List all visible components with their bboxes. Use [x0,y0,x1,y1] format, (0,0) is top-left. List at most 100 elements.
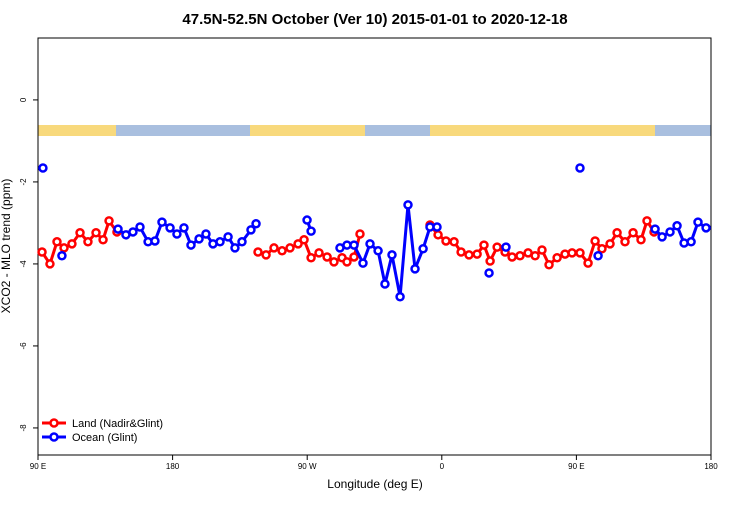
data-point [612,228,622,238]
data-point [449,237,459,247]
data-point [269,243,279,253]
land-mask-strip [38,125,711,136]
chart-title: 47.5N-52.5N October (Ver 10) 2015-01-01 … [182,11,567,28]
x-tick-label: 180 [166,462,180,471]
data-point [418,244,428,254]
data-point [642,216,652,226]
data-point [349,240,359,250]
data-point [365,239,375,249]
series-line [117,204,707,298]
data-point [575,248,585,258]
data-point [179,223,189,233]
data-point [628,228,638,238]
data-point [650,224,660,234]
data-point [552,253,562,263]
y-tick-label: 0 [19,97,28,102]
data-point [484,268,494,278]
data-point [701,223,711,233]
data-point [355,229,365,239]
data-point [38,163,48,173]
data-point [37,247,47,257]
data-point [135,222,145,232]
data-point [172,229,182,239]
data-point [215,237,225,247]
legend-label: Ocean (Glint) [72,432,137,444]
data-point [597,244,607,254]
legend-marker [49,432,59,442]
y-axis-label: XCO2 - MLO trend (ppm) [0,179,13,314]
data-point [686,237,696,247]
data-point [657,232,667,242]
data-point [433,230,443,240]
data-point [349,252,359,262]
data-point [277,246,287,256]
data-point [150,236,160,246]
data-point [441,236,451,246]
data-point [306,253,316,263]
data-point [501,242,511,252]
data-point [306,226,316,236]
data-point [201,229,211,239]
y-tick-label: -2 [19,178,28,186]
data-point [583,258,593,268]
y-tick-label: -6 [19,342,28,350]
data-point [530,250,540,261]
data-point [672,221,682,231]
data-point [45,259,55,269]
x-tick-label: 90 E [30,462,46,471]
data-point [302,215,312,225]
data-point [128,227,138,237]
data-point [373,246,383,256]
data-point [293,239,303,249]
data-point [230,243,240,253]
data-point [479,240,489,250]
data-point [261,250,271,260]
data-point [322,252,332,262]
data-point [75,228,85,238]
data-point [395,291,405,302]
data-point [104,216,114,226]
data-point [67,239,77,249]
data-point [485,256,495,266]
data-point [223,232,233,242]
data-point [251,218,261,229]
data-point [515,250,525,261]
data-point [387,250,397,260]
data-point [246,225,256,235]
data-point [83,237,93,247]
data-point [57,250,67,261]
legend-marker [49,418,59,428]
data-point [299,234,309,245]
data-point [157,217,167,227]
data-point [59,243,69,253]
data-point [237,237,247,247]
data-point [605,239,615,249]
x-tick-label: 90 W [298,462,317,471]
data-point [636,234,646,245]
data-point [342,257,352,267]
data-point [52,237,62,247]
data-point [253,247,263,257]
data-point [98,234,108,245]
data-point [456,247,466,257]
data-point [464,250,474,260]
x-tick-label: 90 E [568,462,584,471]
data-point [507,252,517,262]
legend-label: Land (Nadir&Glint) [72,418,163,430]
data-point [186,240,196,250]
plot-frame [37,37,712,456]
data-point [665,227,675,237]
data-point [113,224,123,234]
data-point [380,279,390,289]
data-point [358,258,368,268]
data-point [91,228,101,238]
data-point [593,250,603,261]
data-point [693,217,703,227]
y-tick-label: -4 [19,260,28,268]
data-point [165,223,175,233]
data-point [537,245,547,255]
data-point [575,163,585,173]
data-point [314,248,324,258]
y-tick-label: -8 [19,424,28,432]
